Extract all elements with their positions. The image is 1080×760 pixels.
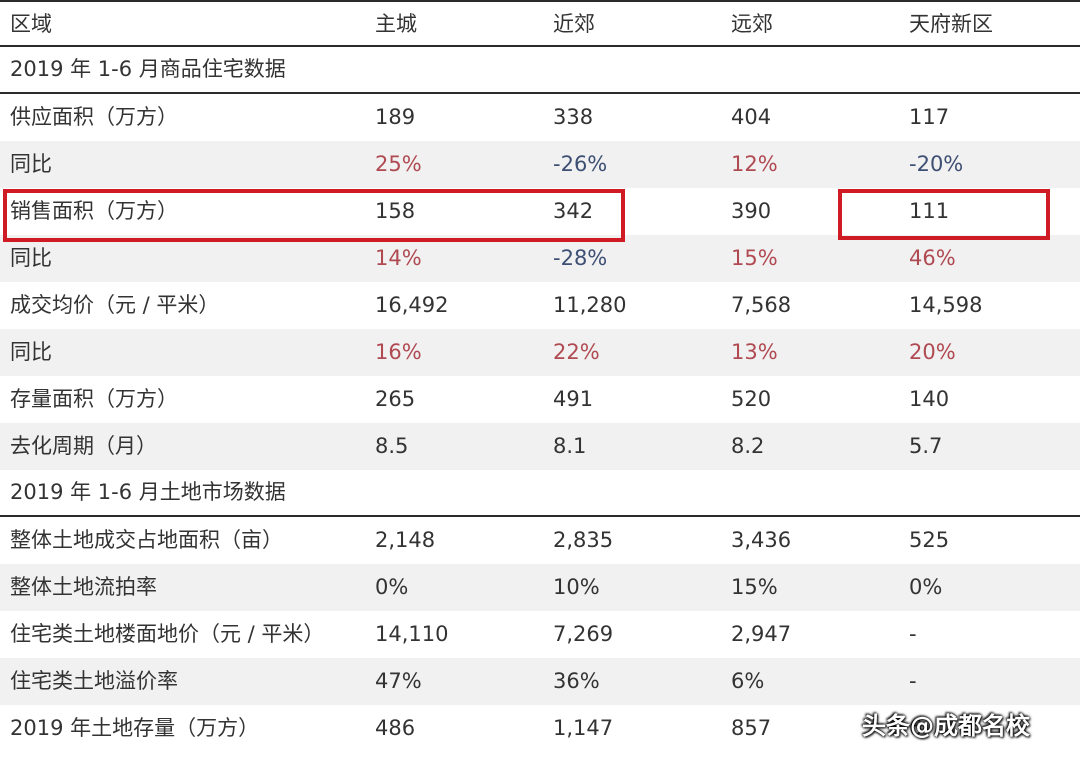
table-row: 整体土地成交占地面积（亩） 2,148 2,835 3,436 525 (0, 517, 1080, 564)
row-label: 销售面积（万方） (10, 199, 178, 223)
watermark: 头条@成都名校 (862, 712, 1030, 740)
table-cell: 189 (375, 105, 416, 129)
table-cell: 3,436 (731, 528, 792, 552)
table-cell: 0% (375, 575, 409, 599)
table-row: 同比 25% -26% 12% -20% (0, 141, 1080, 188)
table-cell: -26% (553, 152, 608, 176)
table-cell: 10% (553, 575, 600, 599)
table-cell: 0% (909, 575, 943, 599)
table-cell: 404 (731, 105, 772, 129)
table-cell: 111 (909, 199, 950, 223)
table-cell: 265 (375, 387, 416, 411)
table-header: 区域 主城 近郊 远郊 天府新区 (0, 0, 1080, 47)
table-cell: 14,110 (375, 622, 449, 646)
table-row: 供应面积（万方） 189 338 404 117 (0, 94, 1080, 141)
table-row: 住宅类土地楼面地价（元 / 平米） 14,110 7,269 2,947 - (0, 611, 1080, 658)
row-label: 同比 (10, 246, 52, 270)
row-label: 住宅类土地楼面地价（元 / 平米） (10, 622, 325, 646)
table-cell: 46% (909, 246, 956, 270)
table-row: 住宅类土地溢价率 47% 36% 6% - (0, 658, 1080, 705)
section-row: 2019 年 1-6 月土地市场数据 (0, 470, 1080, 517)
table-cell: 2,947 (731, 622, 792, 646)
table-cell: 15% (731, 575, 778, 599)
table-cell: 140 (909, 387, 950, 411)
table-cell: 342 (553, 199, 594, 223)
row-label: 存量面积（万方） (10, 387, 178, 411)
table-cell: 36% (553, 669, 600, 693)
row-label: 同比 (10, 152, 52, 176)
table-row: 整体土地流拍率 0% 10% 15% 0% (0, 564, 1080, 611)
header-region-label: 区域 (10, 12, 52, 36)
table-cell: 491 (553, 387, 594, 411)
table-cell: 8.2 (731, 434, 765, 458)
table-cell: 7,568 (731, 293, 792, 317)
table-row: 成交均价（元 / 平米） 16,492 11,280 7,568 14,598 (0, 282, 1080, 329)
table-cell: 6 (909, 716, 923, 740)
table-cell: 5.7 (909, 434, 943, 458)
table-cell: 11,280 (553, 293, 627, 317)
table-row: 存量面积（万方） 265 491 520 140 (0, 376, 1080, 423)
table-cell: 15% (731, 246, 778, 270)
table-cell: -28% (553, 246, 608, 270)
table-cell: 8.1 (553, 434, 587, 458)
table-row: 去化周期（月） 8.5 8.1 8.2 5.7 (0, 423, 1080, 470)
table-cell: 13% (731, 340, 778, 364)
table-cell: 47% (375, 669, 422, 693)
section-title: 2019 年 1-6 月土地市场数据 (10, 480, 286, 504)
table-cell: 1,147 (553, 716, 614, 740)
table-cell: 2,835 (553, 528, 614, 552)
table-cell: 390 (731, 199, 772, 223)
table-cell: 16% (375, 340, 422, 364)
table-cell: 2,148 (375, 528, 436, 552)
row-label: 供应面积（万方） (10, 105, 178, 129)
row-label: 去化周期（月） (10, 434, 157, 458)
table-cell: 20% (909, 340, 956, 364)
section-row: 2019 年 1-6 月商品住宅数据 (0, 47, 1080, 94)
table-row: 同比 16% 22% 13% 20% (0, 329, 1080, 376)
header-col-main-city: 主城 (375, 12, 417, 36)
table-cell: 22% (553, 340, 600, 364)
table-cell: 8.5 (375, 434, 409, 458)
table-cell: 6% (731, 669, 765, 693)
row-label: 整体土地流拍率 (10, 575, 157, 599)
table-cell: 25% (375, 152, 422, 176)
table-cell: 16,492 (375, 293, 449, 317)
section-title: 2019 年 1-6 月商品住宅数据 (10, 57, 286, 81)
header-col-tianfu: 天府新区 (909, 12, 993, 36)
row-label: 成交均价（元 / 平米） (10, 293, 220, 317)
row-label: 整体土地成交占地面积（亩） (10, 528, 283, 552)
table-body: 2019 年 1-6 月商品住宅数据 供应面积（万方） 189 338 404 117 同比… (0, 47, 1080, 752)
table-cell: 7,269 (553, 622, 614, 646)
table-cell: 14% (375, 246, 422, 270)
table-cell: 158 (375, 199, 416, 223)
table-row: 销售面积（万方） 158 342 390 111 (0, 188, 1080, 235)
header-col-far-suburb: 远郊 (731, 12, 773, 36)
header-col-near-suburb: 近郊 (553, 12, 595, 36)
row-label: 2019 年土地存量（万方） (10, 716, 260, 740)
table-cell: - (909, 669, 917, 693)
table-cell: 338 (553, 105, 594, 129)
table-cell: 525 (909, 528, 950, 552)
table-cell: 14,598 (909, 293, 983, 317)
table-cell: 857 (731, 716, 772, 740)
table-cell: -20% (909, 152, 964, 176)
row-label: 住宅类土地溢价率 (10, 669, 178, 693)
table-row: 同比 14% -28% 15% 46% (0, 235, 1080, 282)
table-cell: - (909, 622, 917, 646)
table-cell: 12% (731, 152, 778, 176)
table-cell: 486 (375, 716, 416, 740)
table-cell: 520 (731, 387, 772, 411)
table-row: 2019 年土地存量（万方） 486 1,147 857 6 (0, 705, 1080, 752)
row-label: 同比 (10, 340, 52, 364)
table-cell: 117 (909, 105, 950, 129)
